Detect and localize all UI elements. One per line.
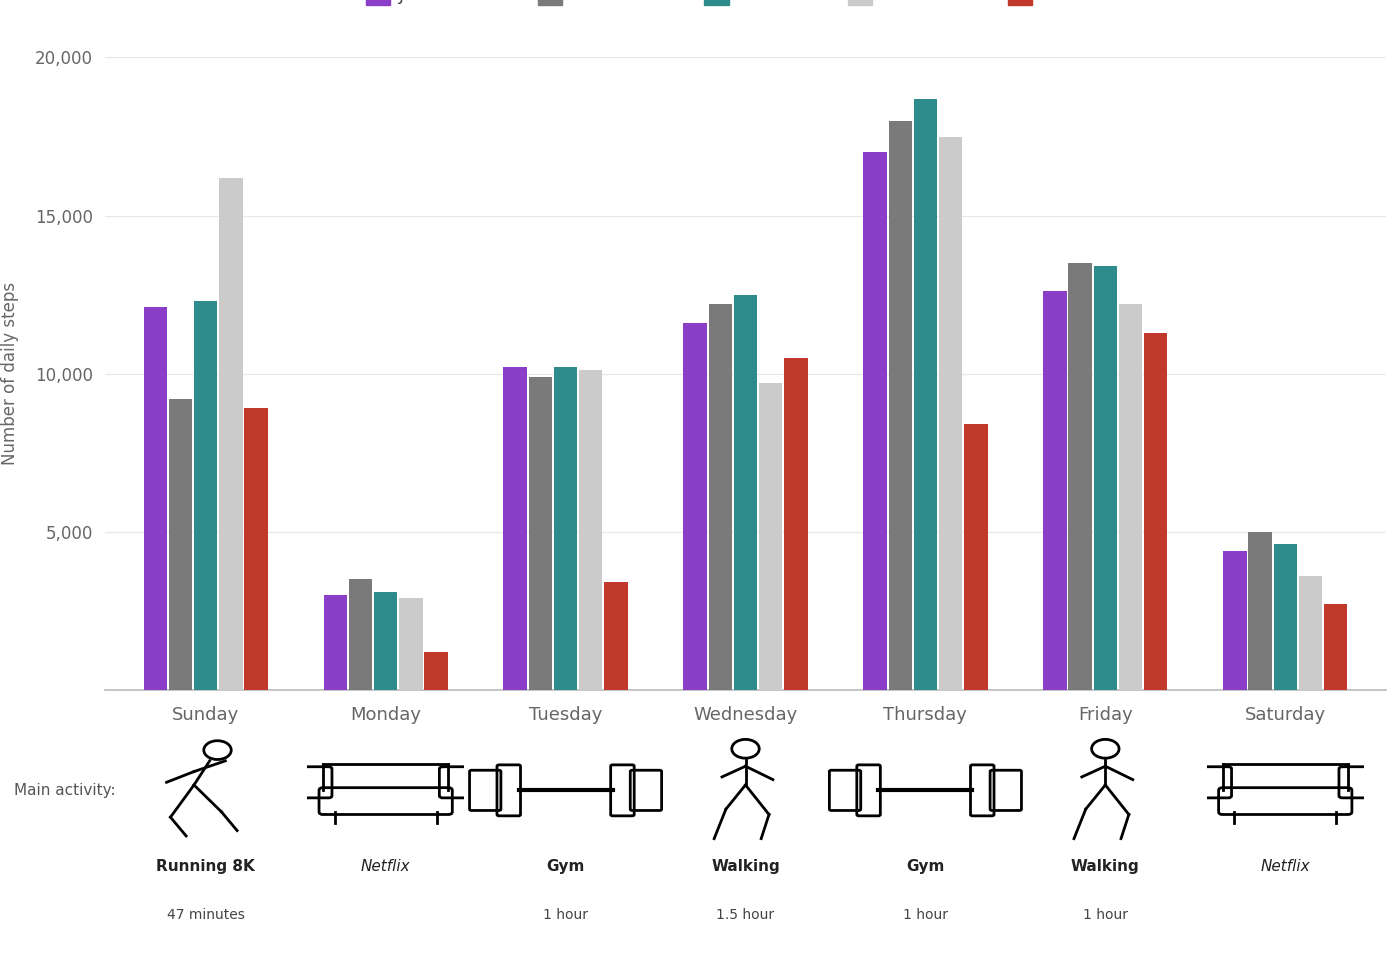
Bar [1274,544,1296,690]
Bar [220,177,242,690]
Bar [529,376,552,690]
Text: Netflix: Netflix [361,859,410,875]
Text: Main activity:: Main activity: [14,783,116,798]
Bar [554,367,577,690]
Text: Walking: Walking [1071,859,1140,875]
Bar [144,308,167,690]
Legend: Jawbone UP3, Pebble Time, Fitbit One, Misfit Shine, iPhone 6s: Jawbone UP3, Pebble Time, Fitbit One, Mi… [365,0,1126,5]
Text: 1 hour: 1 hour [903,908,948,922]
Y-axis label: Number of daily steps: Number of daily steps [0,282,18,466]
Bar [1249,532,1271,690]
Bar [784,357,808,690]
Text: 47 minutes: 47 minutes [167,908,245,922]
Text: Walking: Walking [711,859,780,875]
Bar [580,371,602,690]
Bar [708,304,732,690]
Bar [1144,332,1168,690]
Bar [734,295,757,690]
Text: Gym: Gym [906,859,945,875]
Bar [323,595,347,690]
Bar [1299,576,1322,690]
Bar [1324,604,1347,690]
Bar [1224,551,1246,690]
Bar [914,99,937,690]
Bar [374,592,398,690]
Bar [939,137,962,690]
Bar [349,579,372,690]
Bar [399,598,423,690]
Bar [864,152,886,690]
Text: 1 hour: 1 hour [1082,908,1128,922]
Text: 1 hour: 1 hour [543,908,588,922]
Text: Running 8K: Running 8K [157,859,255,875]
Bar [1093,266,1117,690]
Bar [683,323,707,690]
Bar [245,408,267,690]
Bar [759,383,783,690]
Bar [1043,291,1067,690]
Bar [605,582,627,690]
Bar [1068,263,1092,690]
Text: Gym: Gym [546,859,585,875]
Bar [169,399,192,690]
Bar [195,301,217,690]
Text: Netflix: Netflix [1260,859,1310,875]
Bar [965,424,987,690]
Bar [1119,304,1142,690]
Text: 1.5 hour: 1.5 hour [717,908,774,922]
Bar [889,121,911,690]
Bar [424,651,448,690]
Bar [504,367,526,690]
